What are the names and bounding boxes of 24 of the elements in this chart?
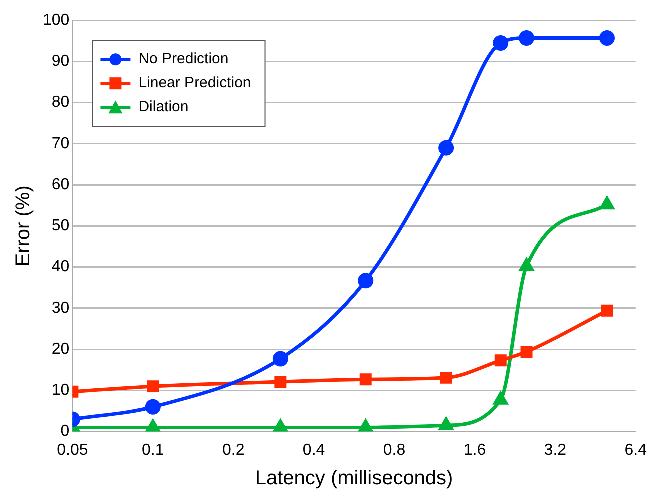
y-tick-label: 80 [52,94,70,112]
x-tick-label: 6.4 [624,442,648,459]
y-tick-label: 40 [52,258,70,276]
legend-label: No Prediction [138,50,229,68]
legend-label: Linear Prediction [138,74,252,92]
x-tick-label: 0.8 [383,442,406,459]
x-tick-label: 0.05 [57,442,88,459]
y-tick-label: 30 [52,300,70,317]
x-axis-title: Latency (milliseconds) [255,468,454,490]
y-tick-label: 60 [52,176,70,194]
y-axis-title: Error (%) [12,186,35,267]
y-tick-label: 90 [52,53,70,70]
y-tick-label: 10 [52,382,70,400]
y-tick-label: 50 [52,218,70,235]
y-tick-label: 0 [60,423,70,440]
x-tick-label: 3.2 [544,442,567,459]
x-tick-label: 0.2 [222,442,245,459]
y-tick-label: 70 [52,135,70,152]
y-tick-label: 20 [52,340,70,358]
x-tick-label: 0.4 [302,442,326,459]
x-tick-label: 1.6 [464,442,486,459]
legend-label: Dilation [138,98,189,116]
y-tick-label: 100 [42,12,70,30]
x-tick-label: 0.1 [142,442,164,459]
